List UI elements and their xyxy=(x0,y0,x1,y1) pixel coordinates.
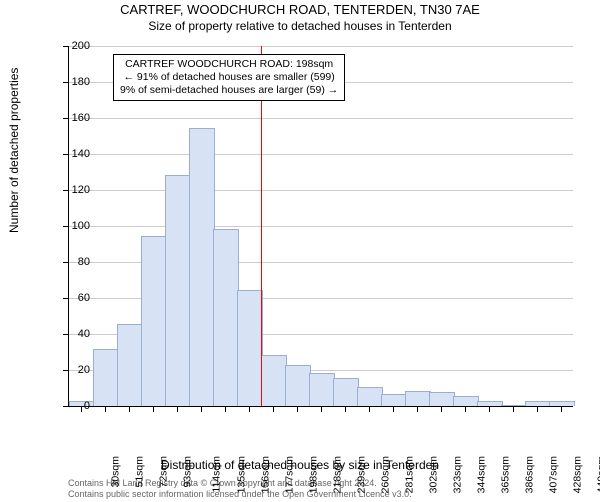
x-tick xyxy=(273,407,274,412)
histogram-bar xyxy=(525,401,551,406)
y-tick-label: 60 xyxy=(78,292,90,304)
y-axis-title: Number of detached properties xyxy=(7,68,21,233)
x-tick-label: 93sqm xyxy=(182,456,194,488)
histogram-bar xyxy=(357,387,383,406)
y-tick xyxy=(63,118,68,119)
y-tick xyxy=(63,154,68,155)
annotation-line: CARTREF WOODCHURCH ROAD: 198sqm xyxy=(120,58,338,71)
x-tick xyxy=(297,407,298,412)
x-tick xyxy=(321,407,322,412)
histogram-bar xyxy=(285,365,311,406)
histogram-bar xyxy=(453,396,479,406)
y-tick xyxy=(63,370,68,371)
gridline xyxy=(69,46,573,47)
x-tick-label: 260sqm xyxy=(379,456,391,493)
histogram-bar xyxy=(213,229,239,406)
x-tick xyxy=(201,407,202,412)
x-tick xyxy=(129,407,130,412)
x-tick xyxy=(393,407,394,412)
x-tick-label: 386sqm xyxy=(523,456,535,493)
histogram-bar xyxy=(237,290,263,406)
histogram-bar xyxy=(189,128,215,406)
y-tick-label: 20 xyxy=(78,364,90,376)
y-tick-label: 100 xyxy=(72,220,90,232)
y-tick xyxy=(63,298,68,299)
chart-container: CARTREF, WOODCHURCH ROAD, TENTERDEN, TN3… xyxy=(0,2,600,502)
x-tick-label: 114sqm xyxy=(211,456,223,493)
annotation-line: 9% of semi-detached houses are larger (5… xyxy=(120,84,338,97)
x-tick xyxy=(81,407,82,412)
histogram-bar xyxy=(405,391,431,406)
x-tick xyxy=(345,407,346,412)
histogram-bar xyxy=(477,401,503,406)
annotation-line: ← 91% of detached houses are smaller (59… xyxy=(120,71,338,84)
x-tick xyxy=(465,407,466,412)
x-tick-label: 344sqm xyxy=(475,456,487,493)
x-tick-label: 302sqm xyxy=(427,456,439,493)
y-tick xyxy=(63,262,68,263)
histogram-bar xyxy=(309,373,335,406)
x-tick-label: 72sqm xyxy=(158,456,170,488)
y-tick-label: 160 xyxy=(72,112,90,124)
histogram-bar xyxy=(501,405,527,406)
x-tick-label: 156sqm xyxy=(259,456,271,493)
x-tick-label: 365sqm xyxy=(499,456,511,493)
gridline xyxy=(69,118,573,119)
x-tick xyxy=(441,407,442,412)
y-tick-label: 200 xyxy=(72,40,90,52)
x-tick-label: 239sqm xyxy=(355,456,367,493)
x-tick xyxy=(513,407,514,412)
x-tick xyxy=(561,407,562,412)
x-tick xyxy=(537,407,538,412)
x-tick xyxy=(105,407,106,412)
y-tick-label: 0 xyxy=(84,400,90,412)
histogram-bar xyxy=(333,378,359,406)
x-tick-label: 407sqm xyxy=(547,456,559,493)
histogram-bar xyxy=(69,401,95,406)
chart-title: CARTREF, WOODCHURCH ROAD, TENTERDEN, TN3… xyxy=(0,2,600,17)
y-tick xyxy=(63,226,68,227)
gridline xyxy=(69,226,573,227)
histogram-bar xyxy=(261,355,287,406)
y-tick xyxy=(63,46,68,47)
x-tick-label: 177sqm xyxy=(283,456,295,493)
x-tick-label: 30sqm xyxy=(110,456,122,488)
plot-area: CARTREF WOODCHURCH ROAD: 198sqm← 91% of … xyxy=(68,46,573,407)
y-tick xyxy=(63,190,68,191)
y-tick-label: 80 xyxy=(78,256,90,268)
y-tick xyxy=(63,406,68,407)
chart-subtitle: Size of property relative to detached ho… xyxy=(0,19,600,33)
x-tick xyxy=(369,407,370,412)
x-tick-label: 135sqm xyxy=(235,456,247,493)
x-tick-label: 198sqm xyxy=(307,456,319,493)
y-tick-label: 40 xyxy=(78,328,90,340)
y-tick xyxy=(63,82,68,83)
x-tick xyxy=(177,407,178,412)
gridline xyxy=(69,190,573,191)
y-tick-label: 180 xyxy=(72,76,90,88)
histogram-bar xyxy=(381,394,407,406)
y-tick-label: 140 xyxy=(72,148,90,160)
histogram-bar xyxy=(165,175,191,406)
x-tick-label: 323sqm xyxy=(451,456,463,493)
annotation-box: CARTREF WOODCHURCH ROAD: 198sqm← 91% of … xyxy=(113,54,345,101)
histogram-bar xyxy=(93,349,119,406)
histogram-bar xyxy=(117,324,143,406)
histogram-bar xyxy=(141,236,167,406)
histogram-bar xyxy=(429,392,455,406)
x-tick-label: 428sqm xyxy=(571,456,583,493)
x-tick-label: 218sqm xyxy=(331,456,343,493)
x-tick xyxy=(249,407,250,412)
x-tick-label: 281sqm xyxy=(403,456,415,493)
y-tick-label: 120 xyxy=(72,184,90,196)
x-tick xyxy=(225,407,226,412)
x-tick xyxy=(489,407,490,412)
x-tick xyxy=(417,407,418,412)
x-tick-label: 51sqm xyxy=(134,456,146,488)
gridline xyxy=(69,154,573,155)
x-tick xyxy=(153,407,154,412)
y-tick xyxy=(63,334,68,335)
x-tick-label: 449sqm xyxy=(595,456,600,493)
histogram-bar xyxy=(549,401,575,406)
